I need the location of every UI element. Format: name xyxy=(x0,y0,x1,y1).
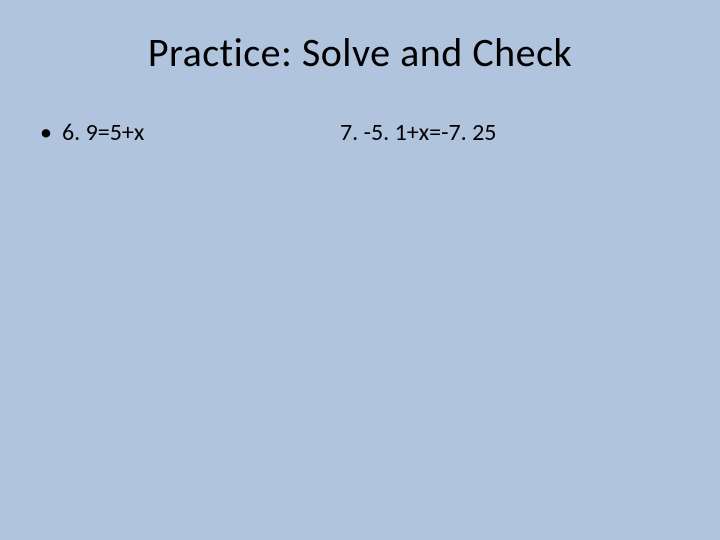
slide: Practice: Solve and Check • 6. 9=5+x 7. … xyxy=(0,0,720,540)
problem-6: 6. 9=5+x xyxy=(62,119,144,148)
slide-title: Practice: Solve and Check xyxy=(40,28,680,77)
content-column-right: 7. -5. 1+x=-7. 25 xyxy=(340,119,680,148)
content-column-left: • 6. 9=5+x xyxy=(40,119,340,148)
slide-content: • 6. 9=5+x 7. -5. 1+x=-7. 25 xyxy=(40,119,680,148)
bullet-icon: • xyxy=(40,119,52,148)
problem-7: 7. -5. 1+x=-7. 25 xyxy=(340,119,496,148)
